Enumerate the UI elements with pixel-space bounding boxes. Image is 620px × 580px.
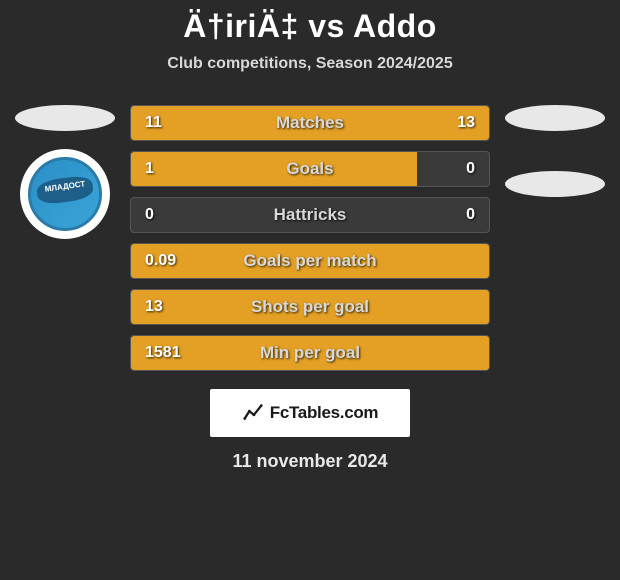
stat-value-left: 0.09 [145,244,176,278]
stat-label: Matches [131,106,489,140]
stat-bar: Goals per match0.09 [130,243,490,279]
page-subtitle: Club competitions, Season 2024/2025 [0,55,620,73]
stat-value-right: 0 [466,198,475,232]
club-badge-icon [28,157,102,231]
main-row: Matches1113Goals10Hattricks00Goals per m… [0,105,620,371]
player-oval-right-2 [505,171,605,197]
stat-bar: Matches11 13 [130,105,490,141]
stat-value-left: 1581 [145,336,181,370]
stat-bar: Min per goal1581 [130,335,490,371]
page-title: Ä†iriÄ‡ vs Addo [0,8,620,45]
stat-value-left: 11 [145,106,162,140]
player-oval-right-1 [505,105,605,131]
stats-bars: Matches1113Goals10Hattricks00Goals per m… [130,105,490,371]
stat-value-right: 13 [457,106,475,140]
stat-label: Min per goal [131,336,489,370]
stat-value-left: 0 [145,198,154,232]
club-logo-left [20,149,110,239]
stat-label: Shots per goal [131,290,489,324]
stat-bar: Hattricks0 0 [130,197,490,233]
player-oval-left-1 [15,105,115,131]
stat-label: Hattricks [131,198,489,232]
stat-label: Goals per match [131,244,489,278]
brand-box[interactable]: FcTables.com [210,389,410,437]
stat-value-right: 0 [466,152,475,186]
comparison-card: Ä†iriÄ‡ vs Addo Club competitions, Seaso… [0,0,620,472]
stat-label: Goals [131,152,489,186]
fctables-logo-icon [242,402,264,424]
stat-bar: Goals1 0 [130,151,490,187]
stat-bar: Shots per goal13 [130,289,490,325]
stat-value-left: 1 [145,152,154,186]
right-player-column [500,105,610,197]
left-player-column [10,105,120,239]
brand-text: FcTables.com [270,403,379,423]
date-line: 11 november 2024 [0,451,620,472]
stat-value-left: 13 [145,290,163,324]
